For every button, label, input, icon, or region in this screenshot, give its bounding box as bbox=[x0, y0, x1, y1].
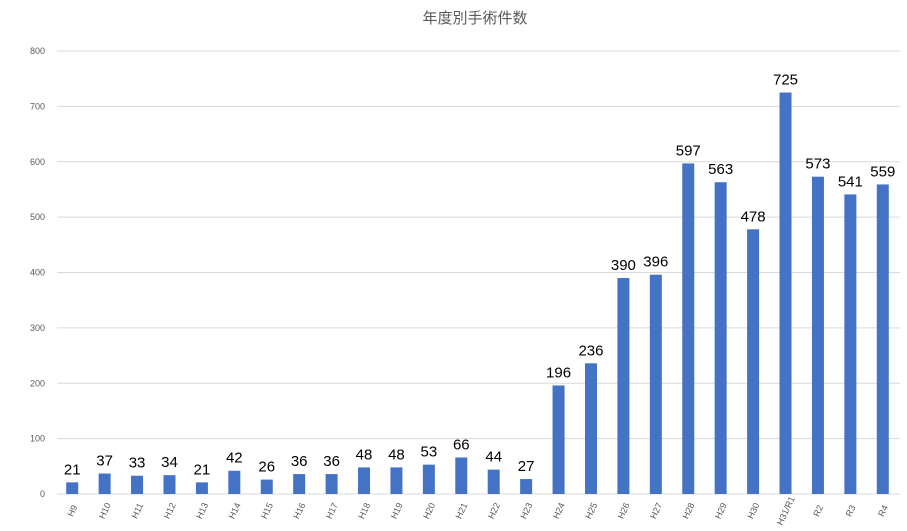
data-label-H30: 478 bbox=[741, 208, 766, 225]
data-label-H19: 48 bbox=[388, 446, 405, 463]
x-tick-label-H12: H12 bbox=[162, 501, 178, 520]
bar-H23 bbox=[520, 479, 533, 494]
data-label-H21: 66 bbox=[453, 436, 470, 453]
bar-H18 bbox=[358, 467, 371, 494]
x-tick-label-H16: H16 bbox=[291, 501, 307, 520]
x-tick-label-H13: H13 bbox=[194, 501, 210, 520]
x-tick-label-H30: H30 bbox=[745, 501, 761, 520]
x-tick-label-R4: R4 bbox=[876, 503, 890, 518]
data-label-H24: 196 bbox=[546, 364, 571, 381]
x-tick-label-H20: H20 bbox=[421, 501, 437, 520]
bar-H19 bbox=[390, 467, 403, 494]
bar-R4 bbox=[876, 184, 889, 495]
data-label-H14: 42 bbox=[226, 450, 243, 467]
bar-H22 bbox=[487, 469, 500, 494]
x-tick-label-H15: H15 bbox=[259, 501, 275, 520]
data-label-H27: 396 bbox=[643, 254, 668, 271]
data-label-H31/R1: 725 bbox=[773, 72, 798, 89]
bar-H25 bbox=[584, 363, 597, 494]
bar-H31/R1 bbox=[779, 92, 792, 494]
bar-H16 bbox=[293, 474, 306, 494]
x-tick-label-H29: H29 bbox=[713, 501, 729, 520]
y-tick-label: 0 bbox=[40, 489, 45, 499]
y-tick-label: 500 bbox=[30, 212, 45, 222]
bar-H11 bbox=[131, 475, 144, 494]
y-tick-label: 200 bbox=[30, 378, 45, 388]
bar-H17 bbox=[325, 474, 338, 494]
data-label-H23: 27 bbox=[518, 458, 535, 475]
bar-R3 bbox=[844, 194, 857, 494]
x-tick-label-H21: H21 bbox=[454, 501, 470, 520]
data-label-H25: 236 bbox=[578, 342, 603, 359]
bar-H26 bbox=[617, 278, 630, 494]
y-tick-label: 600 bbox=[30, 157, 45, 167]
x-tick-label-H28: H28 bbox=[681, 501, 697, 520]
y-axis-ticks: 0 100 200 300 400 500 600 700 800 bbox=[30, 46, 45, 499]
data-label-H22: 44 bbox=[485, 449, 502, 466]
y-tick-label: 800 bbox=[30, 46, 45, 56]
data-label-H13: 21 bbox=[194, 461, 211, 478]
bar-H27 bbox=[649, 274, 662, 494]
x-tick-label-H22: H22 bbox=[486, 501, 502, 520]
data-label-H17: 36 bbox=[323, 453, 340, 470]
x-tick-label-H19: H19 bbox=[389, 501, 405, 520]
data-label-H12: 34 bbox=[161, 454, 178, 471]
y-tick-label: 700 bbox=[30, 101, 45, 111]
bar-H29 bbox=[714, 182, 727, 494]
data-label-R3: 541 bbox=[838, 173, 863, 190]
data-label-H15: 26 bbox=[258, 459, 275, 476]
y-tick-label: 400 bbox=[30, 268, 45, 278]
bar-H15 bbox=[260, 479, 273, 494]
gridlines bbox=[57, 50, 900, 495]
data-label-H29: 563 bbox=[708, 161, 733, 178]
x-tick-label-H27: H27 bbox=[648, 501, 664, 520]
data-label-H28: 597 bbox=[676, 142, 701, 159]
bar-H10 bbox=[98, 473, 111, 494]
x-tick-label-H17: H17 bbox=[324, 501, 340, 520]
x-tick-label-H26: H26 bbox=[616, 501, 632, 520]
bar-H28 bbox=[682, 163, 695, 494]
x-tick-label-R2: R2 bbox=[811, 503, 825, 518]
x-tick-label-H31/R1: H31/R1 bbox=[775, 495, 797, 527]
chart-title: 年度別手術件数 bbox=[422, 9, 527, 27]
bars bbox=[66, 92, 889, 495]
bar-H20 bbox=[422, 464, 435, 494]
x-tick-label-H24: H24 bbox=[551, 501, 567, 520]
bar-R2 bbox=[811, 176, 824, 495]
x-tick-label-R3: R3 bbox=[844, 503, 858, 518]
bar-H14 bbox=[228, 470, 241, 494]
bar-H9 bbox=[66, 482, 79, 494]
bar-H12 bbox=[163, 475, 176, 494]
data-label-H20: 53 bbox=[421, 444, 438, 461]
bar-H13 bbox=[195, 482, 208, 494]
x-tick-label-H18: H18 bbox=[356, 501, 372, 520]
data-labels: 21 37 33 34 21 42 26 36 36 48 48 53 66 44 27 196 236 390 3… bbox=[64, 72, 895, 479]
data-label-H18: 48 bbox=[356, 446, 373, 463]
x-tick-label-H9: H9 bbox=[66, 503, 80, 518]
x-tick-label-H25: H25 bbox=[583, 501, 599, 520]
y-tick-label: 300 bbox=[30, 323, 45, 333]
x-tick-label-H10: H10 bbox=[97, 501, 113, 520]
y-tick-label: 100 bbox=[30, 434, 45, 444]
x-axis-ticks: H9 H10 H11 H12 H13 H14 H15 H16 H17 H18 H19 H20 H21 H2… bbox=[66, 495, 891, 527]
bar-H24 bbox=[552, 385, 565, 494]
x-tick-label-H11: H11 bbox=[129, 501, 145, 520]
data-label-H10: 37 bbox=[96, 453, 113, 470]
data-label-H9: 21 bbox=[64, 461, 81, 478]
x-tick-label-H23: H23 bbox=[518, 501, 534, 520]
data-label-R4: 559 bbox=[870, 163, 895, 180]
x-tick-label-H14: H14 bbox=[227, 501, 243, 520]
bar-H30 bbox=[747, 229, 760, 494]
data-label-R2: 573 bbox=[805, 156, 830, 173]
data-label-H26: 390 bbox=[611, 257, 636, 274]
data-label-H11: 33 bbox=[129, 455, 146, 472]
data-label-H16: 36 bbox=[291, 453, 308, 470]
bar-H21 bbox=[455, 457, 468, 494]
